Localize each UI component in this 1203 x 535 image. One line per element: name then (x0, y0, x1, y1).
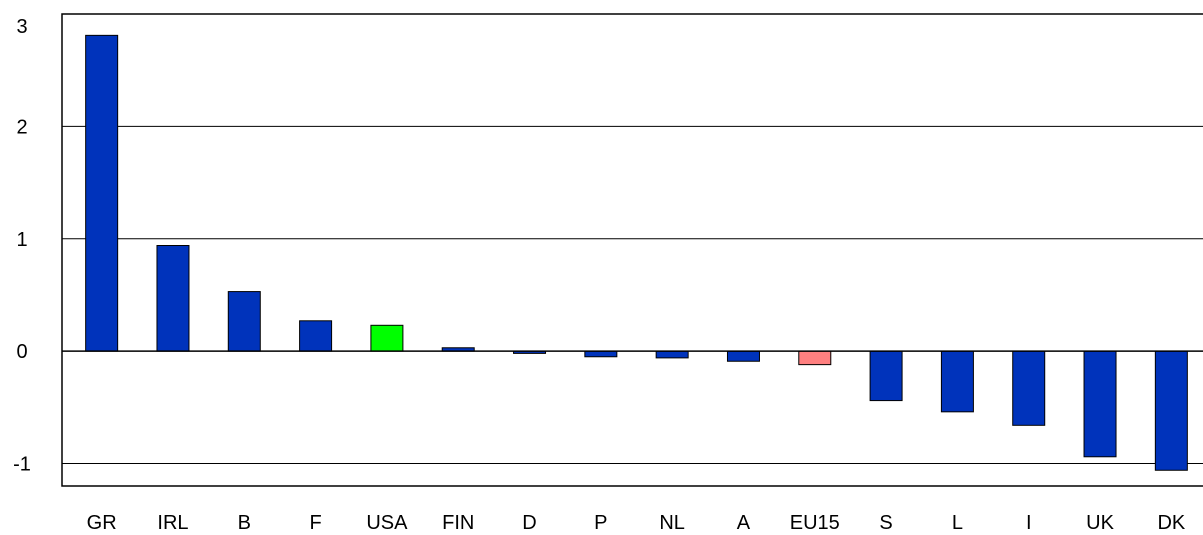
bar-eu15 (798, 350, 832, 366)
plot-frame (61, 13, 1203, 487)
x-tick-label: NL (659, 512, 685, 534)
gridlines (62, 125, 1203, 465)
x-tick-label: EU15 (790, 512, 840, 534)
bar-a (726, 350, 760, 362)
x-tick-label: S (879, 512, 892, 534)
x-tick-label: GR (87, 512, 117, 534)
x-tick-label: P (594, 512, 607, 534)
x-tick-label: L (952, 512, 963, 534)
x-axis-tick-labels: GR IRL B F USA FIN D P NL A EU15 S L I UK DK (87, 512, 1186, 534)
x-tick-label: F (309, 512, 321, 534)
x-tick-label: UK (1086, 512, 1114, 534)
x-tick-label: USA (366, 512, 408, 534)
bar-s (869, 350, 903, 402)
x-tick-label: IRL (157, 512, 188, 534)
bar-usa (370, 324, 404, 352)
bar-b (227, 291, 261, 352)
y-tick-label: 2 (16, 116, 27, 138)
bar-uk (1083, 350, 1117, 458)
x-tick-label: A (737, 512, 751, 534)
y-tick-label: -1 (13, 454, 31, 476)
bar-f (299, 320, 333, 352)
y-tick-label: 3 (16, 16, 27, 38)
bar-irl (156, 245, 190, 352)
x-tick-label: D (522, 512, 536, 534)
x-tick-label: DK (1157, 512, 1185, 534)
y-tick-label: 0 (16, 341, 27, 363)
bar-gr (85, 34, 119, 352)
y-axis-tick-labels: -1 0 1 2 3 (13, 16, 31, 476)
x-tick-label: FIN (442, 512, 474, 534)
bar-nl (655, 350, 689, 359)
bar-dk (1154, 350, 1188, 471)
bar-p (584, 350, 618, 358)
x-tick-label: I (1026, 512, 1032, 534)
bar-l (940, 350, 974, 413)
bar-i (1012, 350, 1046, 426)
y-tick-label: 1 (16, 229, 27, 251)
x-tick-label: B (238, 512, 251, 534)
bars (85, 34, 1188, 471)
